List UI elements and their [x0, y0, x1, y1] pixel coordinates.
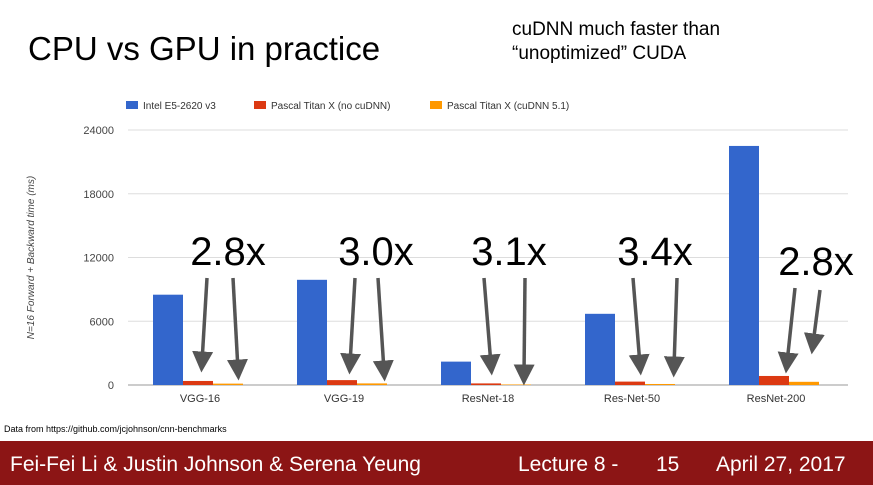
speedup-annotation: 3.0x: [338, 230, 414, 274]
annotation-arrow: [513, 277, 535, 386]
bar: [501, 384, 531, 385]
footer-authors: Fei-Fei Li & Justin Johnson & Serena Yeu…: [10, 453, 421, 476]
y-tick-label: 0: [108, 380, 114, 392]
slide-note: cuDNN much faster than “unoptimized” CUD…: [512, 18, 720, 66]
note-line-2: “unoptimized” CUDA: [512, 43, 687, 64]
bar: [645, 383, 675, 385]
speedup-annotation: 3.4x: [617, 230, 693, 274]
bar: [759, 375, 789, 385]
slide-title: CPU vs GPU in practice: [28, 30, 381, 67]
y-tick-label: 24000: [83, 125, 114, 137]
bar: [183, 380, 213, 385]
slide-footer: Fei-Fei Li & Justin Johnson & Serena Yeu…: [0, 441, 873, 485]
bar: [327, 380, 357, 385]
legend-swatch: [430, 101, 442, 109]
y-tick-label: 6000: [90, 316, 114, 328]
footer-date: April 27, 2017: [716, 453, 846, 476]
y-tick-label: 12000: [83, 253, 114, 265]
bar: [441, 361, 471, 385]
speedup-annotation: 3.1x: [471, 230, 547, 274]
bar: [789, 381, 819, 385]
x-tick-label: ResNet-18: [462, 393, 515, 405]
annotation-arrow: [226, 277, 248, 381]
annotation-arrow: [628, 277, 650, 376]
bar: [585, 313, 615, 385]
x-tick-label: VGG-16: [180, 393, 220, 405]
bar: [297, 279, 327, 385]
note-line-1: cuDNN much faster than: [512, 19, 721, 40]
footer-lecture: Lecture 8 -: [518, 453, 619, 476]
annotation-arrow: [192, 277, 214, 373]
speedup-annotation: 2.8x: [778, 240, 854, 284]
annotation-arrow: [777, 287, 799, 374]
bar: [153, 294, 183, 385]
speedup-annotation: 2.8x: [190, 230, 266, 274]
legend-label: Pascal Titan X (no cuDNN): [271, 101, 391, 112]
y-axis-label: N=16 Forward + Backward time (ms): [26, 176, 37, 339]
bar: [615, 381, 645, 385]
benchmark-bar-chart: 0 6000 12000 18000 24000 N=16 Forward + Backw…: [26, 101, 854, 405]
data-source-note: Data from https://github.com/jcjohnson/c…: [4, 424, 227, 434]
x-tick-label: VGG-19: [324, 393, 364, 405]
legend-label: Intel E5-2620 v3: [143, 101, 216, 112]
bar: [213, 383, 243, 385]
annotation-arrow: [479, 277, 501, 376]
annotation-arrow: [340, 277, 362, 375]
legend-swatch: [126, 101, 138, 109]
annotation-arrow: [372, 277, 394, 382]
legend-label: Pascal Titan X (cuDNN 5.1): [447, 101, 569, 112]
bar: [729, 145, 759, 385]
footer-page-number: 15: [656, 453, 680, 476]
bar: [357, 383, 387, 385]
annotation-arrow: [663, 277, 685, 378]
annotation-arrow: [803, 289, 825, 355]
legend-swatch: [254, 101, 266, 109]
y-tick-label: 18000: [83, 189, 114, 201]
bar: [471, 383, 501, 385]
x-tick-label: Res-Net-50: [604, 393, 660, 405]
x-tick-label: ResNet-200: [747, 393, 806, 405]
